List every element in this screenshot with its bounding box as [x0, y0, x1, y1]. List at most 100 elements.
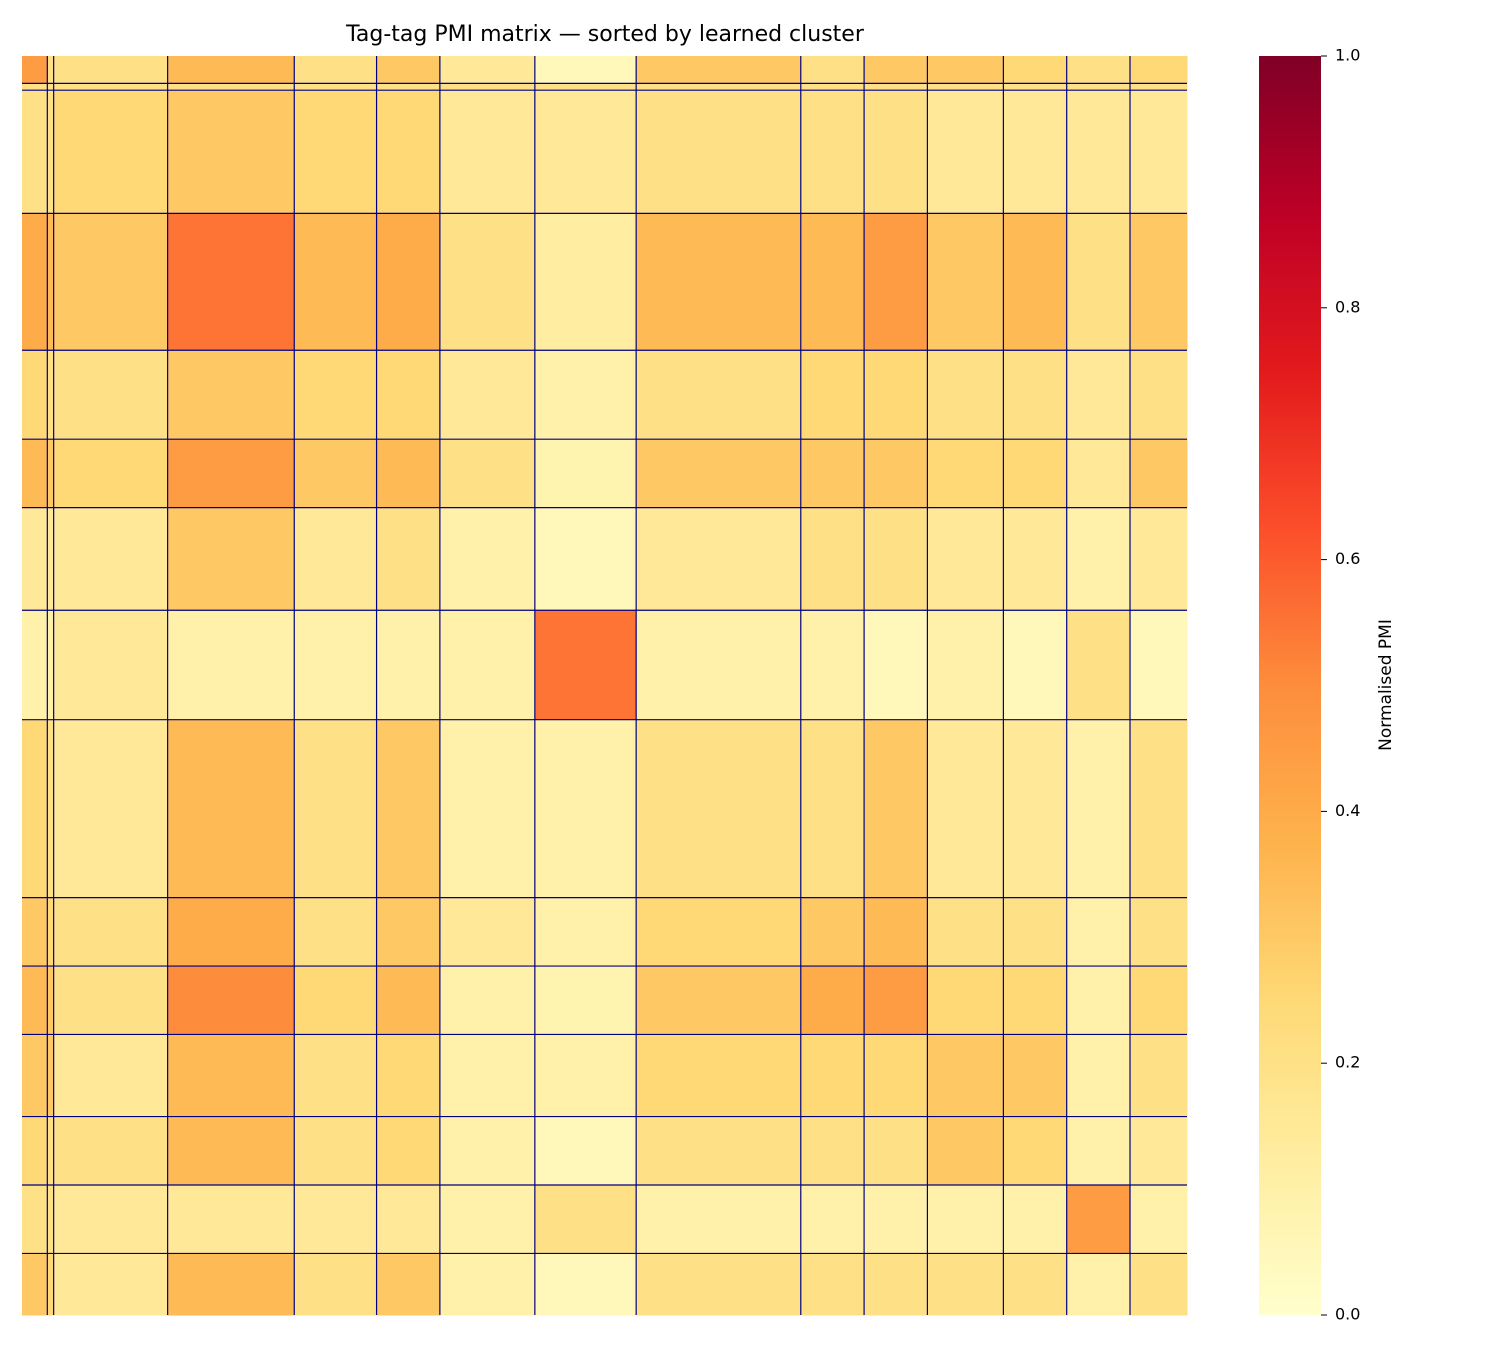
heatmap-cell — [1130, 966, 1188, 1035]
colorbar — [1259, 56, 1321, 1315]
heatmap-cell — [800, 610, 865, 721]
heatmap-cell — [1066, 1184, 1131, 1254]
heatmap-cell — [800, 1034, 865, 1118]
heatmap-cell — [53, 507, 169, 611]
heatmap-cell — [636, 1116, 802, 1186]
heatmap-cell — [22, 90, 48, 214]
heatmap-cell — [376, 83, 441, 91]
heatmap-cell — [1130, 1034, 1188, 1118]
colorbar-tick-label: 0.8 — [1335, 297, 1360, 316]
heatmap-cell — [534, 350, 637, 440]
heatmap-cell — [439, 56, 536, 84]
heatmap-cell — [439, 439, 536, 509]
heatmap-cell — [22, 1184, 48, 1254]
heatmap-cell — [167, 439, 295, 509]
heatmap-cell — [294, 719, 378, 899]
heatmap-cell — [53, 439, 169, 509]
heatmap-cell — [1003, 610, 1068, 721]
heatmap-cell — [294, 966, 378, 1035]
heatmap-cell — [636, 83, 802, 91]
heatmap-cell — [53, 1253, 169, 1316]
heatmap-cell — [800, 507, 865, 611]
heatmap-cell — [1066, 507, 1131, 611]
heatmap-cell — [53, 897, 169, 967]
heatmap-cell — [376, 439, 441, 509]
heatmap-cell — [22, 1116, 48, 1186]
heatmap-cell — [1066, 213, 1131, 351]
heatmap-cell — [1130, 507, 1188, 611]
heatmap-cell — [864, 507, 928, 611]
heatmap-cell — [47, 1184, 55, 1254]
heatmap-cell — [22, 439, 48, 509]
heatmap-cell — [439, 507, 536, 611]
heatmap-cell — [439, 213, 536, 351]
heatmap-cell — [1066, 719, 1131, 899]
heatmap-cell — [534, 1034, 637, 1118]
heatmap-cell — [1066, 56, 1131, 84]
heatmap-cell — [167, 90, 295, 214]
heatmap-cell — [1066, 90, 1131, 214]
heatmap-cell — [864, 966, 928, 1035]
heatmap-cell — [167, 897, 295, 967]
heatmap-cell — [47, 1034, 55, 1118]
heatmap-cell — [800, 439, 865, 509]
heatmap-cell — [1130, 1116, 1188, 1186]
heatmap-cell — [439, 719, 536, 899]
heatmap-cell — [864, 56, 928, 84]
heatmap-cell — [47, 213, 55, 351]
heatmap-cell — [636, 213, 802, 351]
heatmap-cell — [47, 610, 55, 721]
heatmap-cell — [53, 1184, 169, 1254]
heatmap-cell — [1130, 350, 1188, 440]
heatmap-cell — [53, 1116, 169, 1186]
heatmap-cell — [1066, 966, 1131, 1035]
heatmap-cell — [53, 213, 169, 351]
heatmap-cell — [800, 1116, 865, 1186]
heatmap-cell — [167, 1034, 295, 1118]
heatmap-cell — [927, 1116, 1004, 1186]
heatmap-cell — [636, 610, 802, 721]
chart-title: Tag-tag PMI matrix — sorted by learned c… — [345, 22, 865, 47]
heatmap-cell — [294, 90, 378, 214]
heatmap-cell — [864, 1034, 928, 1118]
heatmap-cell — [167, 1184, 295, 1254]
heatmap-cell — [53, 83, 169, 91]
heatmap-cell — [927, 1184, 1004, 1254]
heatmap-cell — [927, 507, 1004, 611]
heatmap-cell — [864, 897, 928, 967]
heatmap-cell — [534, 897, 637, 967]
heatmap-cell — [1066, 350, 1131, 440]
heatmap-cell — [1003, 966, 1068, 1035]
heatmap-cell — [47, 56, 55, 84]
heatmap-cell — [22, 1253, 48, 1316]
heatmap-cell — [534, 1253, 637, 1316]
heatmap-cell — [167, 1116, 295, 1186]
heatmap-cell — [376, 90, 441, 214]
heatmap-cell — [439, 1184, 536, 1254]
heatmap-cell — [47, 719, 55, 899]
heatmap-cell — [927, 1253, 1004, 1316]
heatmap-cell — [439, 610, 536, 721]
heatmap-cell — [294, 1253, 378, 1316]
heatmap-cell — [167, 350, 295, 440]
heatmap-cell — [47, 350, 55, 440]
heatmap-cell — [927, 610, 1004, 721]
heatmap-cell — [47, 1253, 55, 1316]
heatmap-cell — [534, 719, 637, 899]
heatmap-cell — [800, 966, 865, 1035]
heatmap-cell — [439, 966, 536, 1035]
heatmap-cell — [1003, 1116, 1068, 1186]
heatmap-cell — [864, 610, 928, 721]
heatmap-cell — [167, 1253, 295, 1316]
heatmap-cell — [1003, 719, 1068, 899]
heatmap-cell — [636, 897, 802, 967]
heatmap-cell — [22, 719, 48, 899]
heatmap-cell — [376, 719, 441, 899]
heatmap-cell — [22, 610, 48, 721]
heatmap-cell — [1130, 897, 1188, 967]
heatmap-cell — [47, 1116, 55, 1186]
heatmap-cell — [1130, 1184, 1188, 1254]
heatmap-cell — [22, 83, 48, 91]
heatmap-cell — [864, 439, 928, 509]
